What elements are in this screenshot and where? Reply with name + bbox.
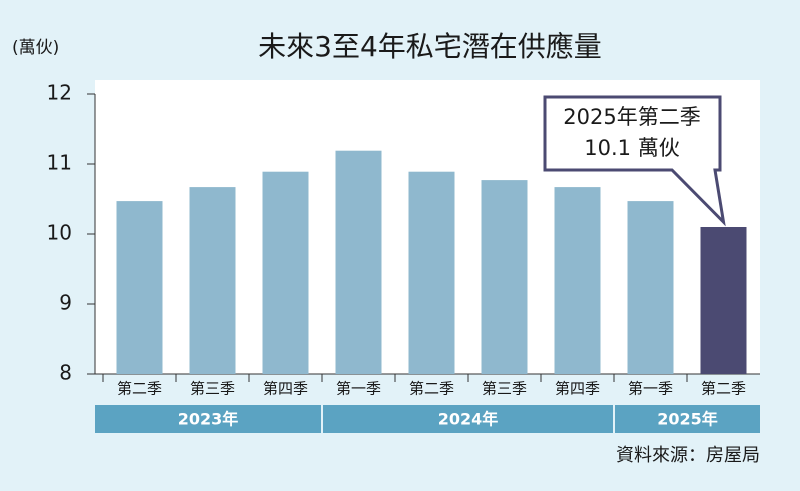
callout [543,95,726,227]
x-tick-label: 第三季 [190,380,235,398]
x-tick-label: 第二季 [409,380,454,398]
x-tick-label: 第三季 [482,380,527,398]
y-tick-label: 12 [47,81,72,105]
bar [116,201,163,374]
bar [700,227,747,374]
x-tick-label: 第一季 [336,380,381,398]
y-tick-label: 10 [47,221,72,245]
x-tick-label: 第四季 [263,380,308,398]
source: 資料來源：房屋局 [616,445,760,466]
group-band [323,405,613,433]
group-label: 2023年 [178,410,239,429]
group-label: 2025年 [657,410,718,429]
y-tick-label: 9 [59,291,72,315]
bar [481,180,528,374]
group-label: 2024年 [438,410,499,429]
bar [262,171,309,374]
group-band [95,405,321,433]
x-tick-label: 第一季 [628,380,673,398]
annotation: 10.1 萬伙 [584,136,679,160]
group-band [615,405,760,433]
chart-title: 未來3至4年私宅潛在供應量 [258,30,602,63]
y-tick-label: 11 [47,151,72,175]
y-unit: (萬伙) [12,38,59,58]
bar [335,150,382,374]
x-tick-label: 第二季 [117,380,162,398]
bar [408,171,455,374]
bar [627,201,674,374]
y-tick-label: 8 [59,361,72,385]
x-tick-label: 第四季 [555,380,600,398]
x-tick-label: 第二季 [701,380,746,398]
bar [189,187,236,374]
bar [554,187,601,374]
annotation: 2025年第二季 [563,105,700,129]
